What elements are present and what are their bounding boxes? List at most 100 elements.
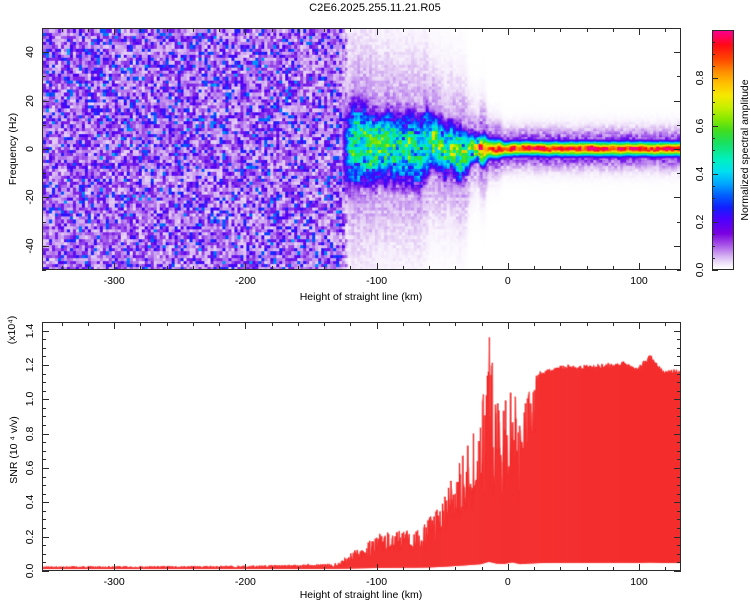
y-tick-left — [42, 416, 46, 418]
colorbar-tick — [712, 42, 715, 43]
x-tick-label: -300 — [103, 576, 125, 588]
y-tick-label: 20 — [24, 94, 36, 107]
x-tick-top — [245, 322, 247, 329]
x-tick-top — [271, 28, 273, 32]
x-tick-top — [350, 28, 352, 32]
y-tick-left — [42, 52, 49, 54]
x-tick-top — [639, 322, 640, 329]
colorbar-tick — [712, 54, 715, 55]
x-tick-bottom — [87, 567, 89, 571]
x-tick-top — [612, 322, 614, 326]
y-tick-right — [677, 528, 681, 530]
x-tick-bottom — [245, 564, 247, 571]
x-tick-bottom — [402, 567, 404, 571]
y-tick-right — [677, 390, 681, 392]
y-tick-left — [42, 197, 49, 199]
x-tick-bottom — [324, 567, 326, 571]
x-tick-bottom — [507, 564, 509, 571]
x-tick-top — [455, 322, 457, 326]
y-tick-left — [42, 339, 46, 341]
x-tick-top — [192, 28, 194, 32]
x-tick-top — [61, 28, 63, 32]
y-tick-left — [42, 173, 46, 175]
x-tick-top — [586, 322, 588, 326]
x-tick-bottom — [639, 263, 640, 270]
y-tick-left — [42, 270, 46, 271]
x-tick-bottom — [87, 266, 89, 270]
x-tick-top — [560, 322, 562, 326]
y-tick-right — [677, 382, 681, 384]
colorbar-tick-label: 0.2 — [694, 214, 706, 230]
x-tick-bottom — [507, 263, 509, 270]
colorbar-tick — [712, 234, 715, 235]
y-tick-label: 40 — [24, 46, 36, 59]
x-tick-bottom — [376, 564, 378, 571]
y-tick-right — [677, 493, 681, 495]
x-tick-label: -300 — [103, 275, 125, 287]
x-tick-top — [350, 322, 352, 326]
x-tick-bottom — [324, 266, 326, 270]
x-tick-bottom — [140, 266, 142, 270]
y-tick-left — [42, 100, 49, 102]
colorbar-tick — [712, 90, 715, 91]
y-tick-label: 0.4 — [24, 494, 36, 510]
x-tick-bottom — [271, 266, 273, 270]
x-tick-top — [87, 28, 89, 32]
x-tick-bottom — [114, 564, 116, 571]
y-tick-right — [674, 197, 681, 199]
snr-y-axis-title: SNR (10 ⁴ v/v) — [8, 416, 20, 484]
y-tick-label: -40 — [24, 238, 36, 254]
y-tick-left — [42, 124, 46, 126]
x-tick-bottom — [297, 567, 299, 571]
y-tick-left — [42, 364, 49, 366]
colorbar-tick — [712, 258, 715, 259]
x-tick-bottom — [586, 266, 588, 270]
snr-panel — [42, 322, 681, 571]
y-tick-left — [42, 399, 49, 401]
y-tick-right — [677, 124, 681, 126]
x-tick-bottom — [271, 567, 273, 571]
y-tick-label: 0 — [24, 146, 36, 152]
x-tick-bottom — [61, 567, 63, 571]
colorbar-tick — [712, 162, 715, 163]
x-tick-label: 0 — [504, 576, 511, 588]
x-tick-bottom — [534, 567, 536, 571]
x-tick-top — [376, 28, 378, 35]
x-tick-bottom — [350, 266, 352, 270]
x-tick-top — [114, 28, 116, 35]
colorbar-tick — [712, 186, 715, 187]
y-tick-left — [42, 485, 46, 487]
x-tick-bottom — [481, 567, 483, 571]
y-tick-label: 1.4 — [24, 323, 36, 338]
y-tick-label: 0.6 — [24, 460, 36, 476]
x-tick-top — [481, 322, 483, 326]
y-tick-left — [42, 571, 49, 572]
x-tick-bottom — [560, 266, 562, 270]
x-tick-bottom — [429, 567, 431, 571]
y-tick-left — [42, 28, 46, 29]
colorbar-tick-label: 0.4 — [694, 166, 706, 182]
x-tick-bottom — [192, 567, 194, 571]
x-tick-bottom — [481, 266, 483, 270]
x-tick-bottom — [166, 567, 168, 571]
y-tick-label: 0.2 — [24, 529, 36, 544]
y-tick-right — [677, 510, 681, 512]
y-tick-right — [677, 562, 681, 564]
x-tick-bottom — [192, 266, 194, 270]
spectrogram-canvas — [43, 29, 680, 269]
x-tick-top — [140, 322, 142, 326]
colorbar-tick — [712, 210, 715, 211]
x-tick-bottom — [665, 266, 667, 270]
x-tick-bottom — [455, 567, 457, 571]
y-tick-left — [42, 76, 46, 78]
colorbar-tick — [712, 270, 718, 271]
x-tick-top — [534, 322, 536, 326]
colorbar-tick-label: 0.0 — [694, 262, 706, 278]
y-tick-right — [677, 373, 681, 375]
x-tick-label: -100 — [366, 275, 388, 287]
colorbar-tick-label: 0.6 — [694, 118, 706, 134]
y-tick-left — [42, 425, 46, 427]
y-tick-left — [42, 149, 49, 150]
x-tick-top — [507, 28, 509, 35]
